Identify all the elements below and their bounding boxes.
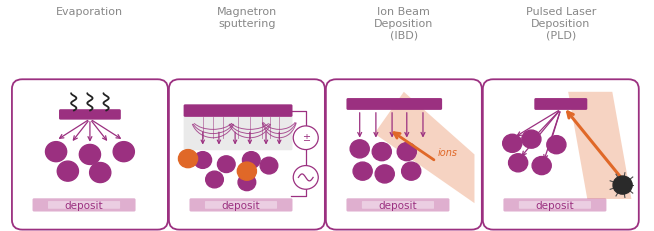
FancyBboxPatch shape [326, 80, 482, 230]
Circle shape [217, 156, 235, 173]
Text: Ion Beam
Deposition
(IBD): Ion Beam Deposition (IBD) [374, 7, 434, 40]
Circle shape [205, 171, 224, 188]
FancyBboxPatch shape [534, 99, 587, 110]
Circle shape [397, 143, 417, 161]
Circle shape [547, 136, 566, 154]
Text: deposit: deposit [536, 200, 574, 210]
Circle shape [194, 152, 212, 169]
Text: ±: ± [301, 132, 310, 143]
Circle shape [503, 135, 522, 153]
Circle shape [90, 163, 111, 183]
Circle shape [243, 152, 260, 169]
Text: ions: ions [438, 147, 458, 157]
FancyBboxPatch shape [483, 80, 639, 230]
FancyBboxPatch shape [347, 99, 442, 110]
Circle shape [58, 161, 78, 181]
Circle shape [113, 142, 134, 162]
Text: deposit: deposit [222, 200, 260, 210]
FancyBboxPatch shape [205, 201, 277, 209]
Circle shape [179, 150, 198, 168]
Circle shape [46, 142, 67, 162]
Circle shape [402, 162, 421, 180]
FancyBboxPatch shape [519, 201, 591, 209]
FancyBboxPatch shape [12, 80, 168, 230]
FancyBboxPatch shape [184, 105, 292, 117]
Circle shape [522, 131, 541, 149]
Polygon shape [374, 92, 474, 203]
FancyBboxPatch shape [184, 115, 292, 151]
Circle shape [532, 157, 551, 175]
Text: Pulsed Laser
Deposition
(PLD): Pulsed Laser Deposition (PLD) [526, 7, 596, 40]
FancyBboxPatch shape [362, 201, 434, 209]
Circle shape [260, 158, 278, 174]
Circle shape [353, 162, 372, 180]
FancyBboxPatch shape [169, 80, 325, 230]
Text: deposit: deposit [379, 200, 417, 210]
FancyBboxPatch shape [33, 198, 135, 212]
Circle shape [237, 162, 256, 180]
Circle shape [79, 145, 101, 165]
Circle shape [350, 140, 370, 158]
Circle shape [293, 126, 318, 150]
Circle shape [613, 176, 632, 194]
Circle shape [375, 165, 394, 183]
FancyBboxPatch shape [59, 110, 121, 120]
Circle shape [372, 143, 391, 161]
Text: Magnetron
sputtering: Magnetron sputtering [216, 7, 277, 28]
FancyBboxPatch shape [347, 198, 449, 212]
FancyBboxPatch shape [48, 201, 120, 209]
Circle shape [293, 166, 318, 189]
FancyBboxPatch shape [190, 198, 292, 212]
Polygon shape [568, 92, 632, 199]
Text: deposit: deposit [65, 200, 103, 210]
FancyBboxPatch shape [504, 198, 606, 212]
Text: Evaporation: Evaporation [56, 7, 124, 17]
Circle shape [509, 154, 528, 172]
Circle shape [238, 174, 256, 191]
